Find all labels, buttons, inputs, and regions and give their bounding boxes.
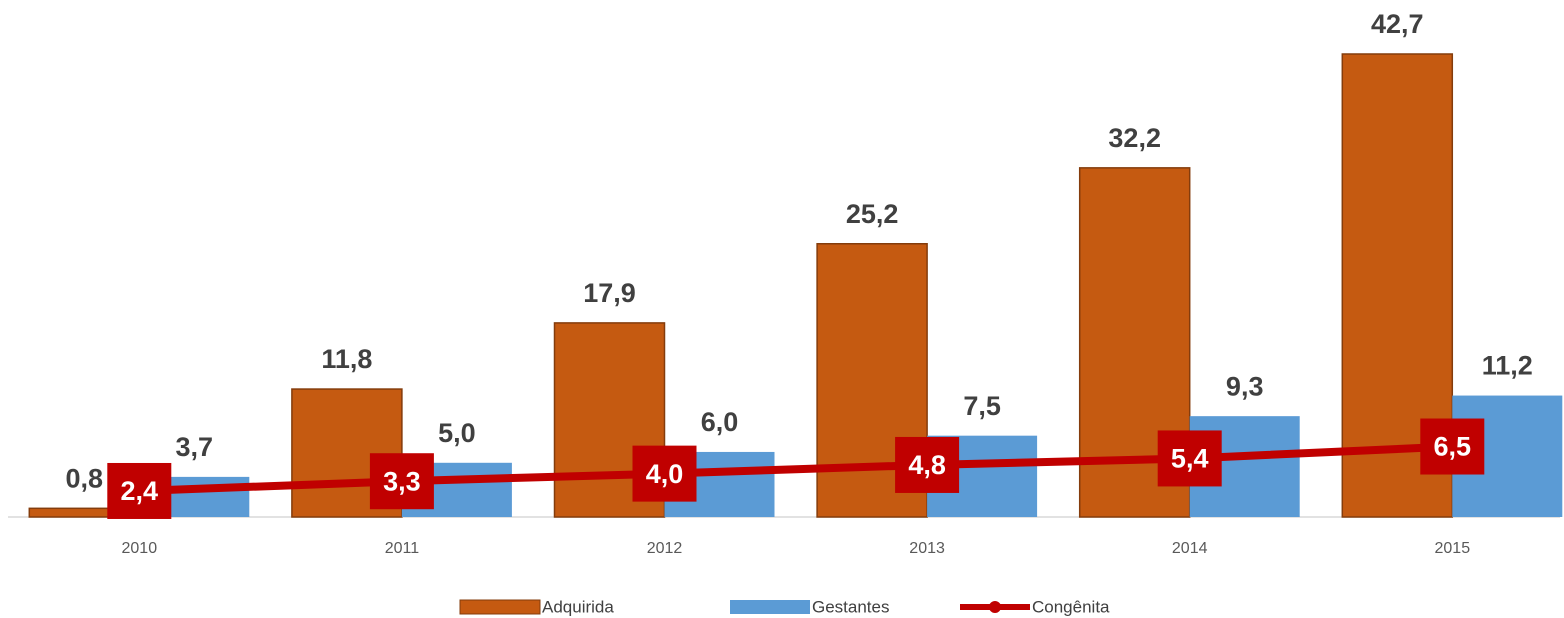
- data-label: 32,2: [1108, 123, 1161, 153]
- legend-marker: [989, 601, 1001, 613]
- legend-label: Adquirida: [542, 597, 614, 616]
- data-label: 3,7: [176, 432, 214, 462]
- data-label: 6,0: [701, 407, 739, 437]
- data-label: 9,3: [1226, 371, 1264, 401]
- line: [139, 442, 1453, 495]
- data-label: 17,9: [583, 278, 636, 308]
- data-label: 11,2: [1482, 351, 1533, 381]
- x-tick-label: 2015: [1435, 540, 1471, 557]
- data-label: 5,0: [438, 418, 476, 448]
- line-label: 5,4: [1171, 444, 1209, 474]
- x-tick-label: 2010: [122, 540, 158, 557]
- data-label: 25,2: [846, 199, 899, 229]
- line-label: 4,8: [908, 450, 946, 480]
- line-label: 6,5: [1434, 432, 1472, 462]
- x-tick-label: 2011: [385, 540, 420, 557]
- data-label: 0,8: [66, 463, 104, 493]
- line-label-box: [369, 453, 434, 510]
- line-label-box: [632, 445, 697, 502]
- line-label: 3,3: [383, 466, 421, 496]
- line-label-box: [1420, 418, 1485, 475]
- line-label-box: [895, 436, 960, 493]
- data-label: 42,7: [1371, 9, 1424, 39]
- legend-swatch: [459, 599, 541, 615]
- line-label: 4,0: [646, 459, 684, 489]
- line-label: 2,4: [121, 476, 159, 506]
- x-tick-label: 2012: [647, 540, 683, 557]
- x-tick-label: 2014: [1172, 540, 1208, 557]
- legend-label: Gestantes: [812, 597, 890, 616]
- legend-swatch: [730, 600, 810, 614]
- x-tick-label: 2013: [909, 540, 945, 557]
- data-label: 11,8: [321, 344, 372, 374]
- line-label-box: [1157, 430, 1222, 487]
- legend-label: Congênita: [1032, 597, 1110, 616]
- line-label-box: [107, 462, 172, 519]
- data-label: 7,5: [963, 391, 1001, 421]
